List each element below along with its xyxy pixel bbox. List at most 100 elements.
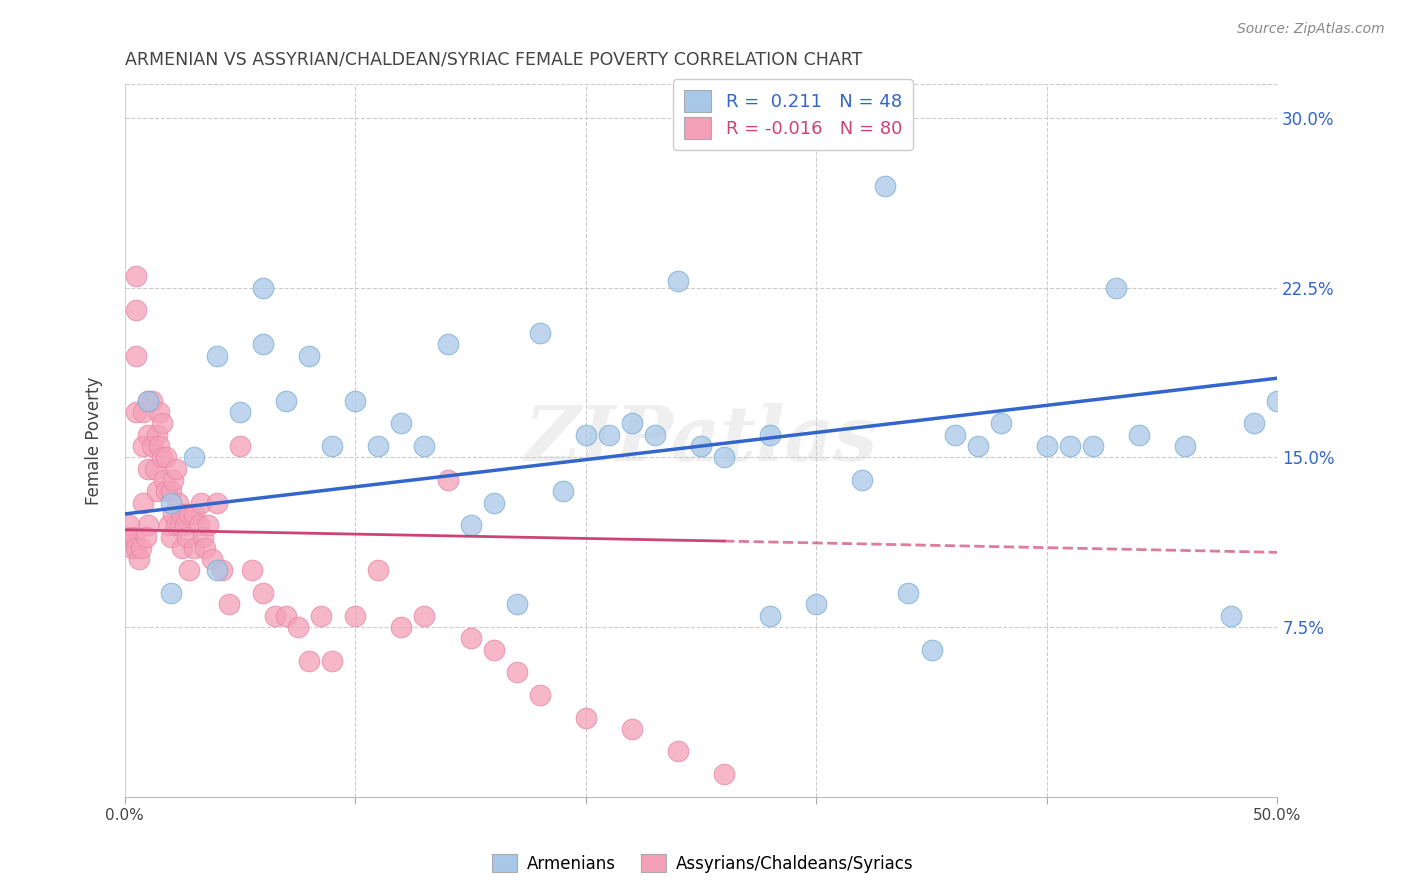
Point [218, 598, 240, 612]
Text: ARMENIAN VS ASSYRIAN/CHALDEAN/SYRIAC FEMALE POVERTY CORRELATION CHART: ARMENIAN VS ASSYRIAN/CHALDEAN/SYRIAC FEM… [125, 51, 862, 69]
Point [157, 518, 180, 533]
Point [276, 608, 298, 623]
Point [298, 654, 321, 668]
Point [287, 620, 309, 634]
Point [276, 393, 298, 408]
Point [391, 417, 413, 431]
Point [155, 484, 177, 499]
Point [1243, 417, 1265, 431]
Point [148, 439, 170, 453]
Point [482, 495, 505, 509]
Point [460, 518, 482, 533]
Point [179, 564, 201, 578]
Point [141, 439, 163, 453]
Point [413, 608, 436, 623]
Point [160, 529, 183, 543]
Point [436, 337, 458, 351]
Point [121, 541, 143, 555]
Point [153, 473, 176, 487]
Point [132, 495, 155, 509]
Point [713, 450, 735, 465]
Point [136, 393, 159, 408]
Point [551, 484, 574, 499]
Point [136, 393, 159, 408]
Point [128, 552, 150, 566]
Point [298, 349, 321, 363]
Point [1265, 393, 1288, 408]
Point [183, 507, 205, 521]
Point [575, 710, 598, 724]
Point [160, 495, 183, 509]
Point [136, 461, 159, 475]
Point [201, 552, 224, 566]
Point [205, 349, 228, 363]
Point [125, 541, 148, 555]
Point [240, 564, 263, 578]
Point [155, 450, 177, 465]
Point [666, 274, 689, 288]
Point [194, 541, 217, 555]
Point [132, 405, 155, 419]
Point [690, 439, 713, 453]
Point [205, 495, 228, 509]
Point [529, 326, 551, 340]
Point [505, 665, 527, 680]
Point [141, 393, 163, 408]
Point [143, 461, 166, 475]
Point [943, 427, 966, 442]
Point [309, 608, 332, 623]
Point [166, 495, 188, 509]
Point [187, 518, 209, 533]
Point [321, 439, 343, 453]
Point [321, 654, 343, 668]
Point [529, 688, 551, 702]
Point [160, 586, 183, 600]
Point [132, 439, 155, 453]
Point [129, 541, 152, 555]
Point [367, 439, 389, 453]
Point [644, 427, 666, 442]
Text: ZIPatlas: ZIPatlas [524, 403, 877, 477]
Point [759, 608, 782, 623]
Point [183, 541, 205, 555]
Point [114, 529, 136, 543]
Point [851, 473, 873, 487]
Point [172, 507, 194, 521]
Point [162, 507, 184, 521]
Point [1036, 439, 1059, 453]
Point [990, 417, 1012, 431]
Point [620, 417, 643, 431]
Point [875, 178, 897, 193]
Point [505, 598, 527, 612]
Legend: Armenians, Assyrians/Chaldeans/Syriacs: Armenians, Assyrians/Chaldeans/Syriacs [485, 847, 921, 880]
Point [122, 529, 145, 543]
Point [193, 529, 215, 543]
Point [173, 518, 195, 533]
Point [125, 303, 148, 318]
Y-axis label: Female Poverty: Female Poverty [86, 376, 103, 505]
Point [179, 507, 201, 521]
Point [806, 598, 828, 612]
Point [575, 427, 598, 442]
Point [135, 529, 157, 543]
Point [1105, 281, 1128, 295]
Point [136, 518, 159, 533]
Point [162, 473, 184, 487]
Point [172, 541, 194, 555]
Point [115, 529, 138, 543]
Point [436, 473, 458, 487]
Point [176, 529, 198, 543]
Point [229, 439, 252, 453]
Point [713, 767, 735, 781]
Point [165, 461, 187, 475]
Point [666, 744, 689, 758]
Point [263, 608, 285, 623]
Point [598, 427, 620, 442]
Point [205, 564, 228, 578]
Point [183, 450, 205, 465]
Point [125, 349, 148, 363]
Point [165, 518, 187, 533]
Point [344, 393, 367, 408]
Point [146, 427, 169, 442]
Point [169, 518, 191, 533]
